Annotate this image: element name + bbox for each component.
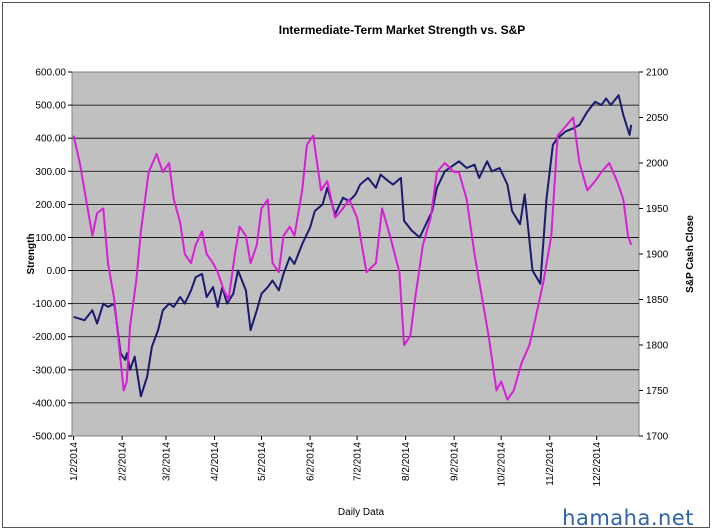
x-tick-label: 3/2/2014 [161,442,172,481]
y-tick-label: 100.00 [35,233,66,244]
y-axis-title: Strength [26,233,37,274]
y2-tick-label: 1900 [646,250,669,261]
y2-tick-label: 1950 [646,204,669,215]
x-tick-label: 6/2/2014 [306,442,317,481]
y2-tick-label: 2050 [646,113,669,124]
series-line-right [72,116,633,401]
y-tick-label: 0.00 [47,266,67,277]
y2-tick-label: 1850 [646,295,669,306]
x-tick-label: 12/2/2014 [592,442,603,487]
x-tick-label: 4/2/2014 [210,442,221,481]
chart-title: Intermediate-Term Market Strength vs. S&… [279,23,526,37]
x-tick-label: 1/2/2014 [69,442,80,481]
y2-axis-title: S&P Cash Close [685,215,696,293]
y2-tick-label: 1700 [646,432,669,443]
x-tick-label: 11/2/2014 [545,442,556,486]
y-tick-label: 300.00 [35,167,66,178]
y-tick-label: -300.00 [32,365,66,376]
y2-tick-label: 2000 [646,159,669,170]
y-tick-label: 200.00 [35,200,66,211]
x-tick-label: 8/2/2014 [401,442,412,481]
y2-tick-label: 2100 [646,68,669,79]
y-tick-label: 400.00 [35,134,66,145]
y-tick-label: 500.00 [35,101,66,112]
y-tick-label: 600.00 [35,68,66,79]
y-tick-label: -400.00 [32,398,66,409]
x-tick-label: 10/2/2014 [497,442,508,487]
x-tick-label: 9/2/2014 [450,442,461,481]
watermark: hamaha.net [562,506,694,530]
plot-area [71,71,640,437]
y2-tick-label: 1800 [646,341,669,352]
y2-tick-label: 1750 [646,386,669,397]
x-axis-title: Daily Data [338,507,385,518]
axis-layer: 600.00 500.00 400.00 300.00 200.00 100.00 0.00… [32,68,669,487]
y-tick-label: -500.00 [32,432,66,443]
series-layer [72,94,633,401]
y-tick-label: -200.00 [32,332,66,343]
x-tick-label: 5/2/2014 [257,442,268,481]
y-tick-label: -100.00 [32,299,66,310]
x-tick-label: 2/2/2014 [118,442,129,481]
x-tick-label: 7/2/2014 [353,442,364,481]
